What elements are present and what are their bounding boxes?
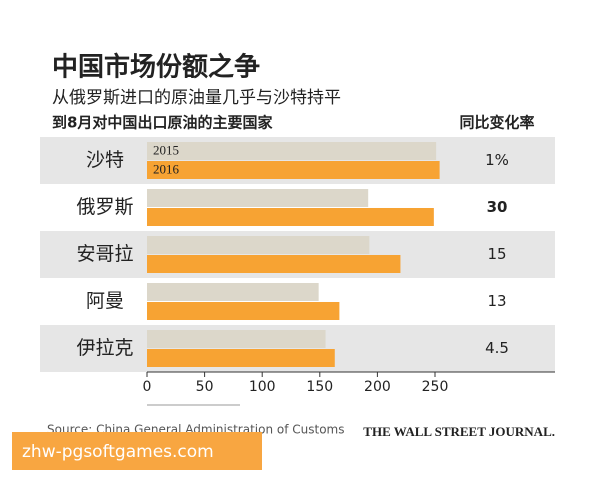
legend-label: 2015	[153, 142, 179, 157]
chart-title: 中国市场份额之争	[52, 52, 260, 83]
x-tick-label: 250	[422, 379, 449, 395]
change-header: 同比变化率	[459, 114, 534, 132]
chart-subtitle: 从俄罗斯进口的原油量几乎与沙特持平	[52, 88, 341, 108]
x-tick-label: 0	[143, 379, 152, 395]
watermark-box	[12, 432, 262, 470]
category-label: 阿曼	[86, 290, 124, 312]
bar	[147, 189, 369, 207]
x-tick-label: 200	[364, 379, 391, 395]
change-value: 4.5	[485, 339, 509, 357]
bar	[147, 330, 326, 348]
bar	[147, 236, 370, 254]
bar	[147, 349, 335, 367]
category-label: 沙特	[86, 149, 124, 171]
bar	[147, 208, 434, 226]
chart-description: 到8月对中国出口原油的主要国家	[52, 114, 272, 132]
category-label: 俄罗斯	[76, 196, 133, 218]
bar	[147, 142, 437, 160]
category-label: 伊拉克	[76, 337, 133, 359]
change-value: 13	[487, 292, 506, 310]
change-value: 30	[487, 198, 508, 216]
x-tick-label: 50	[196, 379, 214, 395]
category-label: 安哥拉	[76, 243, 133, 265]
change-value: 1%	[485, 151, 509, 169]
bar	[147, 302, 340, 320]
bar	[147, 255, 401, 273]
bar	[147, 283, 319, 301]
legend-label: 2016	[153, 161, 180, 176]
publisher: THE WALL STREET JOURNAL.	[363, 424, 555, 439]
change-value: 15	[487, 245, 506, 263]
bar	[147, 161, 440, 179]
x-tick-label: 150	[306, 379, 333, 395]
watermark: zhw-pgsoftgames.com	[22, 442, 214, 462]
x-tick-label: 100	[249, 379, 276, 395]
plot: 沙特 2015 2016 1% 俄罗斯 30 安哥拉 15 阿曼 13 伊拉克 4.5 0 50 100 15…	[40, 137, 555, 406]
